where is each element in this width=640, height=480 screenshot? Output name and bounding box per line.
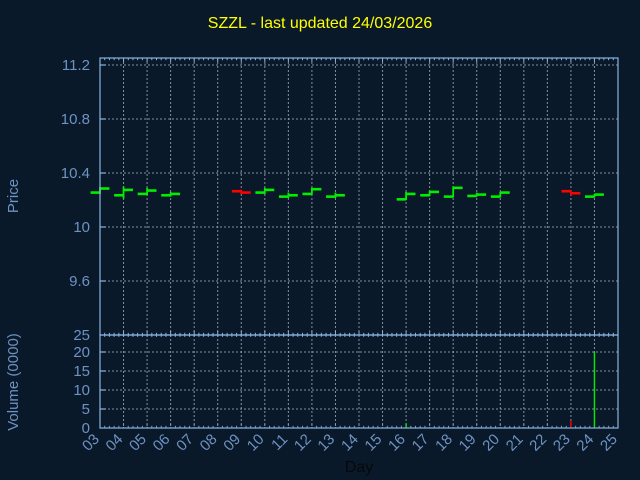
svg-text:SZZL - last updated 24/03/2026: SZZL - last updated 24/03/2026	[208, 15, 433, 32]
svg-text:5: 5	[82, 401, 90, 418]
svg-text:10: 10	[73, 382, 90, 399]
svg-text:Volume (0000): Volume (0000)	[5, 333, 22, 431]
svg-text:10.8: 10.8	[61, 111, 90, 128]
svg-text:Day: Day	[345, 459, 373, 476]
svg-text:25: 25	[73, 327, 90, 344]
svg-text:20: 20	[73, 344, 90, 361]
svg-text:Price: Price	[5, 179, 22, 213]
svg-text:10.4: 10.4	[61, 165, 90, 182]
svg-text:15: 15	[73, 363, 90, 380]
svg-text:10: 10	[73, 219, 90, 236]
svg-text:11.2: 11.2	[62, 57, 90, 74]
svg-text:9.6: 9.6	[69, 273, 90, 290]
